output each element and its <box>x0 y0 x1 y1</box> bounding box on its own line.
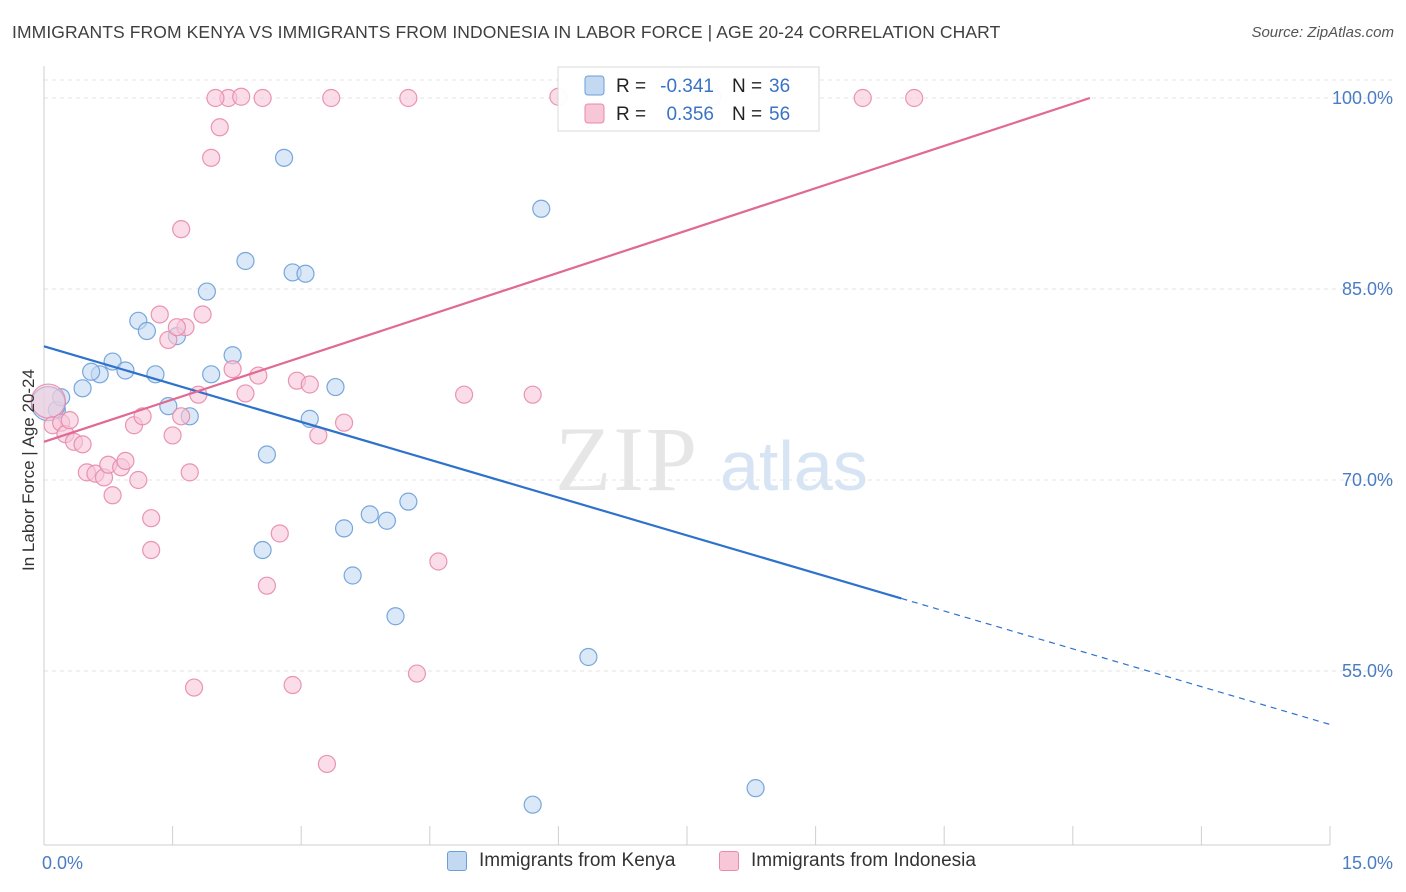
legend-n-value-kenya: 36 <box>769 76 790 97</box>
point-kenya <box>202 365 221 384</box>
data-points <box>30 87 924 814</box>
legend-swatch-indonesia <box>584 103 605 124</box>
point-indonesia <box>202 148 221 167</box>
legend-swatch-kenya <box>447 851 467 871</box>
watermark: ZIP atlas <box>555 408 868 510</box>
legend-r-value-indonesia: 0.356 <box>666 104 714 125</box>
point-indonesia <box>407 664 427 683</box>
point-indonesia <box>905 88 924 108</box>
point-indonesia <box>334 413 354 432</box>
point-indonesia <box>257 576 277 595</box>
point-indonesia <box>103 486 122 505</box>
axes <box>43 66 1331 846</box>
point-indonesia <box>180 463 199 482</box>
point-kenya <box>236 251 255 271</box>
source-label: Source: ZipAtlas.com <box>1251 24 1394 41</box>
y-tick-label: 85.0% <box>1342 279 1393 299</box>
point-indonesia <box>270 524 289 543</box>
point-kenya <box>73 379 92 398</box>
point-kenya <box>399 492 418 511</box>
legend-top: R = -0.341 N = 36 R = 0.356 N = 56 <box>557 66 820 132</box>
point-indonesia <box>322 88 341 108</box>
legend-r-label-kenya: R = <box>616 76 646 97</box>
y-tick-label: 55.0% <box>1342 661 1393 681</box>
point-kenya <box>343 566 362 585</box>
point-indonesia <box>142 540 161 560</box>
point-indonesia <box>172 407 191 426</box>
legend-n-label-indonesia: N = <box>732 104 762 125</box>
point-kenya <box>746 779 765 798</box>
point-kenya <box>579 647 598 667</box>
point-kenya <box>360 505 379 524</box>
point-kenya <box>137 321 156 341</box>
point-kenya <box>257 445 277 464</box>
point-kenya <box>334 519 354 538</box>
point-indonesia <box>399 88 418 108</box>
trend-line-kenya <box>43 345 902 600</box>
point-kenya <box>326 377 345 397</box>
point-indonesia <box>167 318 186 337</box>
point-indonesia <box>223 360 242 379</box>
y-tick-label: 100.0% <box>1332 88 1393 108</box>
point-indonesia <box>429 552 448 571</box>
point-indonesia <box>142 509 161 528</box>
point-indonesia <box>283 675 302 695</box>
trend-line-indonesia <box>43 96 1091 443</box>
chart-title: IMMIGRANTS FROM KENYA VS IMMIGRANTS FROM… <box>12 22 1001 42</box>
point-indonesia <box>210 118 229 137</box>
point-indonesia <box>163 426 182 445</box>
point-indonesia <box>523 385 542 404</box>
tick-labels: 100.0% 85.0% 70.0% 55.0% 0.0% 15.0% <box>42 88 1393 873</box>
legend-swatch-kenya <box>584 75 605 96</box>
point-indonesia <box>159 330 178 350</box>
point-kenya <box>532 199 551 218</box>
point-indonesia <box>206 88 225 108</box>
point-indonesia <box>150 305 169 324</box>
point-indonesia <box>116 451 135 470</box>
legend-bottom: Immigrants from Kenya Immigrants from In… <box>0 850 1406 880</box>
legend-r-value-kenya: -0.341 <box>660 76 714 97</box>
point-kenya <box>197 282 216 301</box>
point-kenya <box>296 264 315 283</box>
legend-r-label-indonesia: R = <box>616 104 646 125</box>
trend-line-dashed-kenya <box>901 597 1331 726</box>
point-kenya <box>253 540 272 560</box>
watermark-atlas: atlas <box>720 427 868 505</box>
watermark-zip: ZIP <box>555 408 699 510</box>
point-kenya <box>386 607 405 626</box>
point-indonesia <box>172 220 191 239</box>
point-kenya <box>82 362 101 381</box>
legend-swatch-indonesia <box>719 851 739 871</box>
point-indonesia <box>253 88 272 108</box>
y-tick-label: 70.0% <box>1342 470 1393 490</box>
legend-label-kenya: Immigrants from Kenya <box>479 850 676 871</box>
x-tick-label-min: 0.0% <box>42 853 83 873</box>
x-tick-label-max: 15.0% <box>1342 853 1393 873</box>
trend-lines <box>43 96 1331 726</box>
point-indonesia <box>300 375 319 394</box>
legend-item-kenya: Immigrants from Kenya <box>447 850 675 872</box>
legend-n-value-indonesia: 56 <box>769 104 790 125</box>
point-indonesia <box>232 87 251 106</box>
legend-label-indonesia: Immigrants from Indonesia <box>751 850 976 871</box>
point-indonesia <box>129 470 148 490</box>
point-indonesia <box>236 384 255 403</box>
point-indonesia <box>133 407 152 426</box>
point-kenya <box>523 795 542 814</box>
y-axis-label: In Labor Force | Age 20-24 <box>19 369 38 571</box>
point-kenya <box>377 511 397 530</box>
legend-item-indonesia: Immigrants from Indonesia <box>719 850 976 872</box>
point-kenya <box>274 148 294 167</box>
point-indonesia <box>193 305 212 324</box>
legend-n-label-kenya: N = <box>732 76 762 97</box>
point-indonesia <box>853 88 872 108</box>
point-indonesia <box>184 678 204 697</box>
point-indonesia <box>454 385 474 404</box>
point-indonesia <box>60 411 79 430</box>
point-indonesia <box>73 435 92 454</box>
point-indonesia <box>249 366 268 385</box>
point-indonesia <box>317 754 337 774</box>
